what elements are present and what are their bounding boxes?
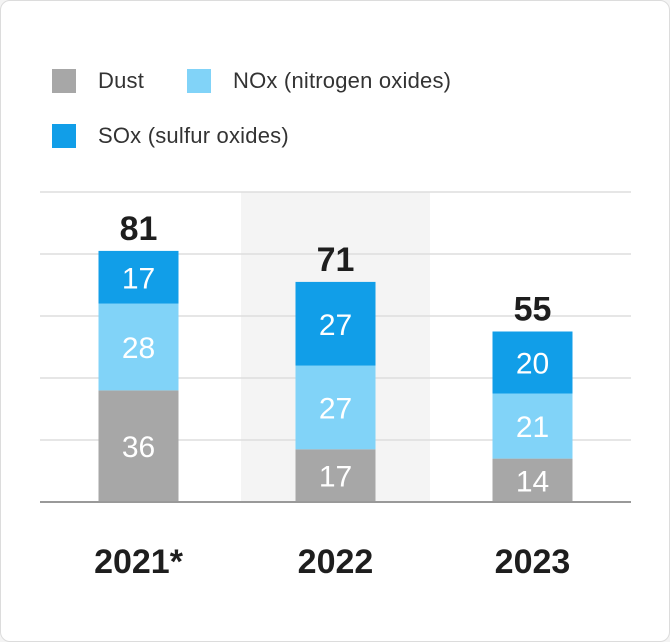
- bar-segment-dust: [295, 449, 376, 502]
- legend-swatch-dust: [52, 69, 76, 93]
- legend-item-nox: NOx (nitrogen oxides): [187, 68, 451, 94]
- x-tick-label: 2023: [495, 543, 571, 581]
- legend-label-dust: Dust: [98, 68, 145, 93]
- legend-swatch-sox: [52, 124, 76, 148]
- legend-label-nox: NOx (nitrogen oxides): [233, 68, 452, 93]
- x-tick-label: 2022: [298, 543, 374, 581]
- total-label: 81: [120, 210, 158, 248]
- data-label-dust: 14: [516, 465, 549, 498]
- bar-segment-sox: [98, 250, 179, 304]
- total-label: 71: [317, 241, 355, 279]
- data-label-dust: 36: [122, 431, 155, 464]
- data-label-nox: 27: [319, 392, 352, 425]
- total-label: 55: [514, 291, 552, 329]
- legend-item-sox: SOx (sulfur oxides): [52, 123, 289, 149]
- x-tick-label: 2021*: [94, 543, 184, 581]
- bar-segment-nox: [492, 393, 573, 459]
- bar-segment-nox: [295, 365, 376, 450]
- bar-segment-dust: [492, 458, 573, 502]
- bar-segment-nox: [98, 303, 179, 391]
- data-label-nox: 21: [516, 411, 549, 444]
- bar-segment-sox: [295, 281, 376, 366]
- bar-segment-dust: [98, 390, 179, 502]
- data-label-nox: 28: [122, 332, 155, 365]
- bar-segment-sox: [492, 331, 573, 394]
- legend-swatch-nox: [187, 69, 211, 93]
- data-label-sox: 20: [516, 348, 549, 381]
- legend-item-dust: Dust: [52, 68, 144, 94]
- data-label-sox: 27: [319, 309, 352, 342]
- data-label-sox: 17: [122, 262, 155, 295]
- legend-label-sox: SOx (sulfur oxides): [98, 123, 289, 148]
- data-label-dust: 17: [319, 461, 352, 494]
